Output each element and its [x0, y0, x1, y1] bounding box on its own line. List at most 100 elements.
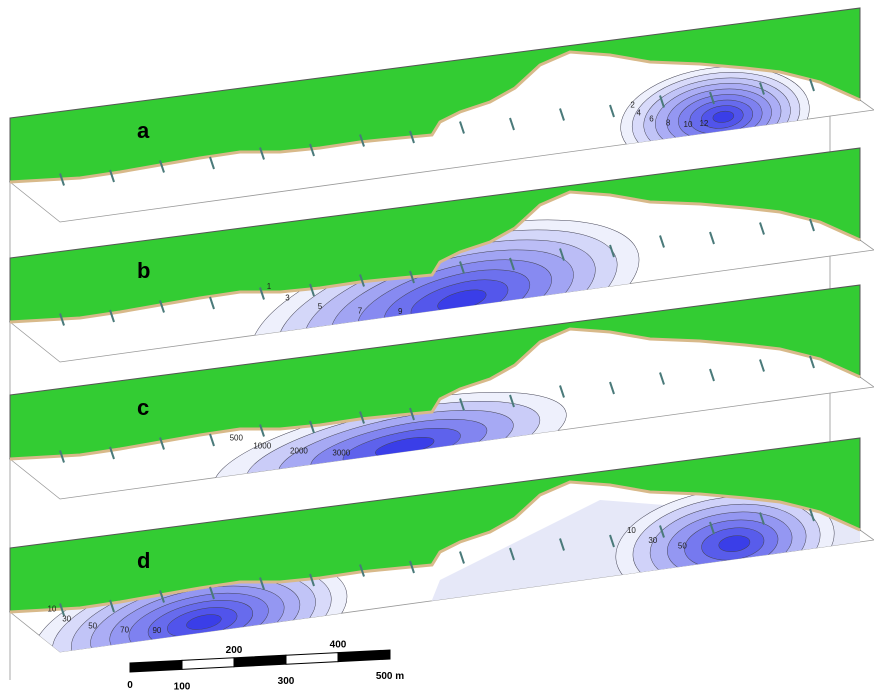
contour-label: 4 — [637, 108, 642, 117]
scale-label: 100 — [174, 681, 191, 692]
contour-label: 70 — [120, 626, 129, 635]
groyne — [209, 433, 215, 447]
cliff-edge — [9, 327, 861, 461]
groyne — [109, 169, 115, 183]
contour — [712, 110, 735, 123]
groyne — [659, 95, 665, 108]
contour-label: 12 — [699, 119, 708, 128]
contour-label: 2 — [630, 100, 635, 109]
contour-label: 90 — [152, 626, 161, 635]
groyne — [609, 104, 615, 118]
contour-label: 9 — [398, 307, 403, 316]
groyne — [759, 512, 765, 525]
groyne — [409, 407, 415, 421]
contour-label: 10 — [627, 526, 636, 535]
groyne — [609, 244, 615, 258]
groyne — [259, 147, 265, 160]
groyne — [459, 551, 465, 564]
groyne — [309, 283, 315, 297]
scale-label: 500 m — [376, 671, 404, 682]
groyne — [759, 359, 765, 372]
groyne — [509, 547, 515, 561]
contour-label: 30 — [62, 615, 71, 624]
contour-label: 500 — [230, 434, 244, 443]
groyne — [259, 424, 265, 437]
contour-label: 50 — [678, 541, 687, 550]
groyne — [809, 355, 815, 369]
groyne — [359, 411, 365, 424]
cliff-edge — [9, 50, 861, 184]
groyne — [709, 231, 715, 245]
contour-label: 2000 — [290, 446, 308, 455]
panel-label: b — [137, 258, 150, 283]
groyne — [809, 508, 815, 522]
scale-segment — [233, 654, 287, 668]
groyne — [109, 446, 115, 460]
groyne — [259, 577, 265, 590]
groyne — [459, 121, 465, 134]
contour-label: 3 — [285, 294, 290, 303]
groyne — [59, 603, 65, 616]
cliff-edge — [9, 190, 861, 324]
groyne — [309, 420, 315, 434]
groyne — [209, 296, 215, 310]
groyne — [609, 534, 615, 548]
groyne — [109, 599, 115, 613]
contour — [186, 614, 222, 630]
groyne — [509, 257, 515, 271]
contour-label: 10 — [47, 605, 56, 614]
groyne — [359, 274, 365, 287]
groyne — [159, 160, 165, 173]
contour-label: 50 — [88, 622, 97, 631]
contour-label: 1000 — [253, 441, 271, 450]
groyne — [709, 521, 715, 535]
scale-segment — [129, 659, 183, 673]
groyne — [409, 270, 415, 284]
groyne — [809, 218, 815, 232]
contour — [718, 535, 751, 553]
groyne — [409, 560, 415, 574]
groyne — [559, 108, 565, 121]
groyne — [659, 525, 665, 538]
groyne — [509, 394, 515, 408]
groyne — [159, 300, 165, 313]
groyne — [559, 248, 565, 261]
groyne — [809, 78, 815, 92]
groyne — [359, 134, 365, 147]
groyne — [209, 156, 215, 170]
scale-segment — [337, 649, 391, 663]
groyne — [559, 538, 565, 551]
contour-label: 8 — [666, 119, 671, 128]
scale-label: 400 — [330, 640, 347, 651]
groyne — [409, 130, 415, 144]
groyne — [609, 381, 615, 395]
groyne — [759, 82, 765, 95]
groyne — [509, 117, 515, 131]
contour-label: 6 — [649, 115, 654, 124]
contour-label: 3000 — [332, 449, 350, 458]
groyne — [59, 313, 65, 326]
cliff-edge — [9, 480, 861, 614]
contour-label: 30 — [648, 536, 657, 545]
scale-segment — [285, 652, 339, 665]
groyne — [209, 586, 215, 600]
contour-label: 7 — [358, 306, 363, 315]
groyne — [59, 450, 65, 463]
groyne — [159, 590, 165, 603]
groyne — [309, 143, 315, 157]
scale-label: 300 — [278, 676, 295, 687]
groyne — [709, 91, 715, 105]
contour-label: 1 — [267, 282, 272, 291]
groyne — [459, 261, 465, 274]
groyne — [659, 235, 665, 248]
panel-label: a — [137, 118, 150, 143]
scale-label: 200 — [226, 645, 243, 656]
scale-segment — [181, 657, 235, 670]
groyne — [159, 437, 165, 450]
groyne — [709, 368, 715, 382]
groyne — [259, 287, 265, 300]
groyne — [759, 222, 765, 235]
groyne — [59, 173, 65, 186]
